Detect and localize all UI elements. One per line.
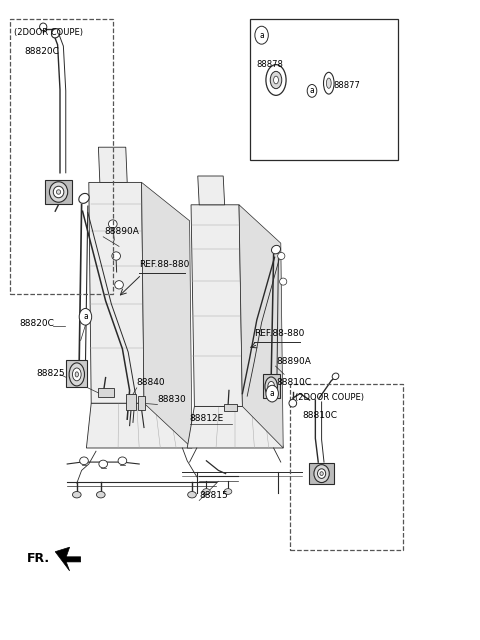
Circle shape: [266, 385, 278, 402]
Text: 88890A: 88890A: [105, 227, 140, 236]
Ellipse shape: [57, 190, 60, 195]
Polygon shape: [142, 182, 192, 448]
Polygon shape: [309, 463, 334, 484]
Ellipse shape: [99, 460, 108, 468]
Ellipse shape: [96, 492, 105, 498]
Polygon shape: [126, 394, 136, 410]
Polygon shape: [55, 547, 81, 571]
Polygon shape: [98, 147, 127, 182]
Ellipse shape: [53, 186, 64, 198]
Text: 88830: 88830: [157, 395, 186, 404]
Text: a: a: [310, 86, 314, 95]
Bar: [250, 19, 398, 160]
Circle shape: [307, 84, 317, 97]
Polygon shape: [198, 176, 225, 205]
Text: 88820C: 88820C: [19, 319, 54, 328]
Text: 88810C: 88810C: [302, 411, 337, 420]
Ellipse shape: [108, 220, 117, 228]
Polygon shape: [191, 205, 242, 406]
Text: 88878: 88878: [257, 60, 284, 69]
Ellipse shape: [326, 78, 331, 88]
Ellipse shape: [265, 377, 277, 396]
Text: 88820C: 88820C: [24, 47, 59, 56]
Ellipse shape: [72, 368, 81, 381]
Ellipse shape: [79, 193, 89, 204]
Ellipse shape: [266, 65, 286, 95]
Text: FR.: FR.: [26, 552, 49, 565]
Polygon shape: [187, 406, 283, 448]
Ellipse shape: [274, 76, 278, 84]
Ellipse shape: [118, 457, 127, 465]
Polygon shape: [89, 182, 144, 403]
Ellipse shape: [277, 253, 285, 260]
Text: 88825: 88825: [36, 369, 65, 378]
Ellipse shape: [289, 399, 297, 407]
Text: 88812E: 88812E: [190, 414, 224, 423]
Ellipse shape: [320, 472, 324, 476]
Text: a: a: [259, 31, 264, 40]
Polygon shape: [263, 374, 280, 398]
Ellipse shape: [314, 465, 329, 483]
Polygon shape: [98, 388, 114, 397]
Polygon shape: [45, 180, 72, 204]
Ellipse shape: [224, 489, 232, 494]
Ellipse shape: [39, 23, 47, 31]
Ellipse shape: [75, 372, 79, 377]
Text: (2DOOR COUPE): (2DOOR COUPE): [295, 393, 364, 402]
Ellipse shape: [69, 363, 84, 386]
Polygon shape: [239, 205, 283, 448]
Ellipse shape: [112, 252, 120, 260]
Ellipse shape: [332, 373, 339, 380]
Text: REF.88-880: REF.88-880: [254, 329, 305, 338]
Text: 88890A: 88890A: [276, 356, 311, 365]
Circle shape: [79, 308, 92, 325]
Polygon shape: [138, 396, 145, 410]
Ellipse shape: [279, 278, 287, 285]
Ellipse shape: [272, 245, 280, 254]
Text: (2DOOR COUPE): (2DOOR COUPE): [14, 28, 84, 37]
Text: 88810C: 88810C: [276, 378, 311, 387]
Polygon shape: [224, 404, 237, 411]
Polygon shape: [66, 360, 87, 387]
Ellipse shape: [80, 457, 88, 465]
Circle shape: [255, 26, 268, 44]
Ellipse shape: [49, 182, 68, 202]
Text: a: a: [270, 389, 275, 398]
Text: REF.88-880: REF.88-880: [139, 260, 190, 269]
Ellipse shape: [188, 492, 196, 498]
Ellipse shape: [115, 280, 123, 289]
Text: 88840: 88840: [137, 378, 166, 387]
Ellipse shape: [318, 468, 326, 479]
Polygon shape: [86, 403, 192, 448]
Text: 88877: 88877: [334, 81, 360, 90]
Ellipse shape: [51, 29, 60, 38]
Text: 88815: 88815: [199, 491, 228, 500]
Ellipse shape: [203, 489, 210, 494]
Ellipse shape: [324, 72, 334, 94]
Text: a: a: [83, 312, 88, 321]
Ellipse shape: [268, 381, 275, 392]
Ellipse shape: [270, 72, 282, 89]
Ellipse shape: [72, 492, 81, 498]
